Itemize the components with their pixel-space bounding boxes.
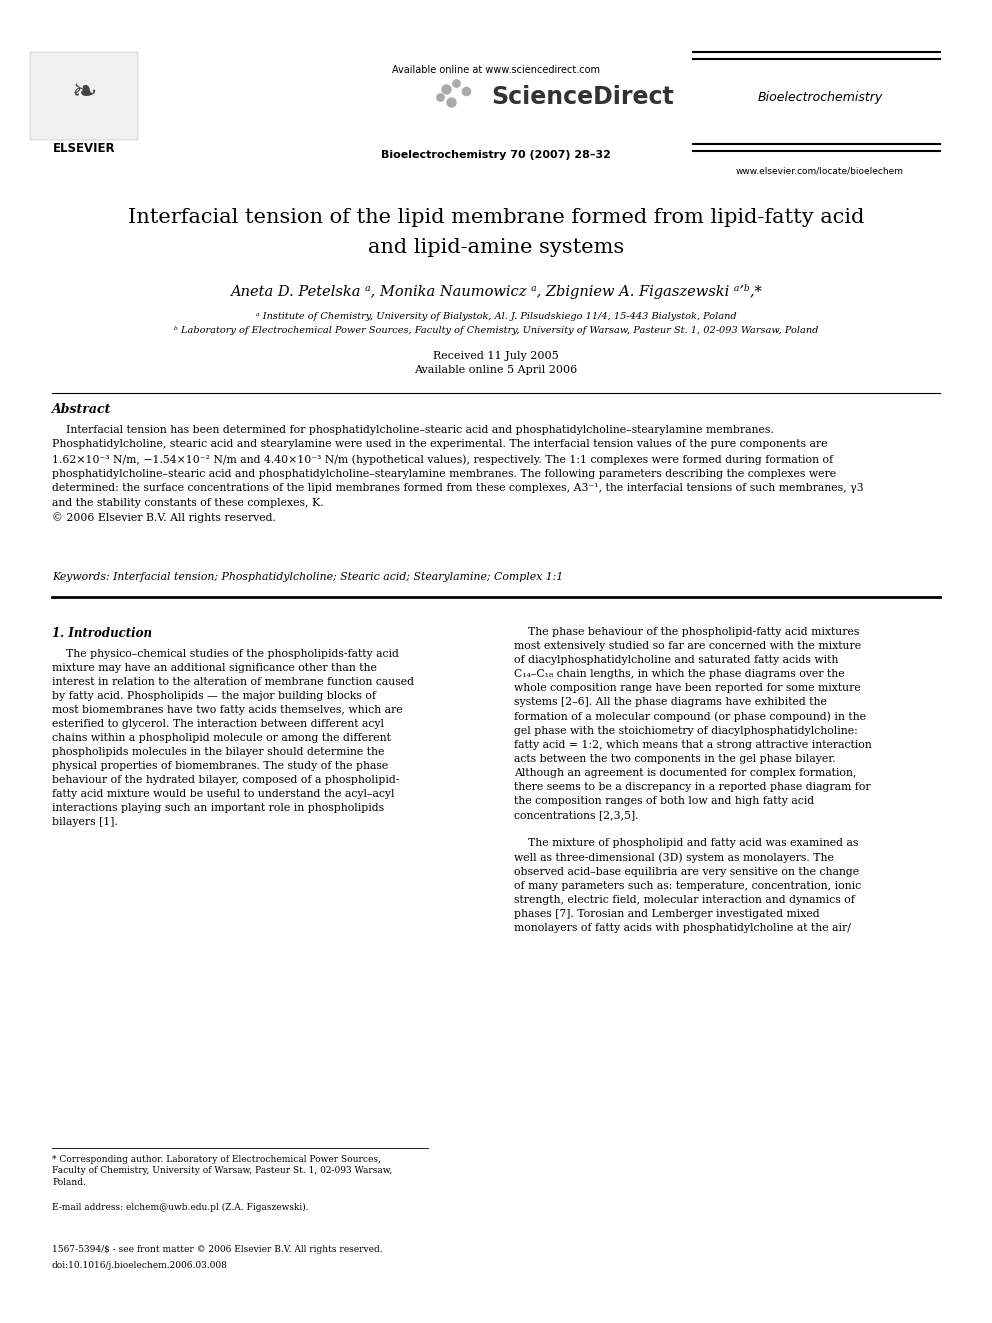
Point [448, 73, 464, 94]
Text: Available online at www.sciencedirect.com: Available online at www.sciencedirect.co… [392, 65, 600, 75]
Point [443, 91, 459, 112]
Text: ELSEVIER: ELSEVIER [53, 142, 115, 155]
Point [458, 81, 474, 102]
Text: Bioelectrochemistry: Bioelectrochemistry [757, 90, 883, 103]
Text: Aneta D. Petelska ᵃ, Monika Naumowicz ᵃ, Zbigniew A. Figaszewski ᵃ’ᵇ,*: Aneta D. Petelska ᵃ, Monika Naumowicz ᵃ,… [230, 284, 762, 299]
Text: ScienceDirect: ScienceDirect [491, 85, 674, 108]
Text: Keywords: Interfacial tension; Phosphatidylcholine; Stearic acid; Stearylamine; : Keywords: Interfacial tension; Phosphati… [52, 572, 563, 582]
Text: ᵇ Laboratory of Electrochemical Power Sources, Faculty of Chemistry, University : ᵇ Laboratory of Electrochemical Power So… [174, 325, 818, 335]
Point [433, 86, 448, 107]
Text: The phase behaviour of the phospholipid-fatty acid mixtures
most extensively stu: The phase behaviour of the phospholipid-… [514, 627, 872, 933]
Text: E-mail address: elchem@uwb.edu.pl (Z.A. Figaszewski).: E-mail address: elchem@uwb.edu.pl (Z.A. … [52, 1203, 309, 1212]
Text: The physico–chemical studies of the phospholipids-fatty acid
mixture may have an: The physico–chemical studies of the phos… [52, 650, 414, 827]
Text: Bioelectrochemistry 70 (2007) 28–32: Bioelectrochemistry 70 (2007) 28–32 [381, 149, 611, 160]
Text: and lipid-amine systems: and lipid-amine systems [368, 238, 624, 257]
Text: ❧: ❧ [71, 78, 97, 107]
Text: 1567-5394/$ - see front matter © 2006 Elsevier B.V. All rights reserved.: 1567-5394/$ - see front matter © 2006 El… [52, 1245, 383, 1254]
Text: www.elsevier.com/locate/bioelechem: www.elsevier.com/locate/bioelechem [736, 165, 904, 175]
Text: ᵃ Institute of Chemistry, University of Bialystok, Al. J. Pilsudskiego 11/4, 15-: ᵃ Institute of Chemistry, University of … [256, 312, 736, 321]
Text: Abstract: Abstract [52, 404, 111, 415]
Point [438, 78, 454, 99]
Text: doi:10.1016/j.bioelechem.2006.03.008: doi:10.1016/j.bioelechem.2006.03.008 [52, 1261, 228, 1270]
Text: Received 11 July 2005: Received 11 July 2005 [434, 351, 558, 361]
Text: Available online 5 April 2006: Available online 5 April 2006 [415, 365, 577, 374]
Bar [30, 52, 138, 140]
Text: Interfacial tension has been determined for phosphatidylcholine–stearic acid and: Interfacial tension has been determined … [52, 425, 864, 524]
Text: * Corresponding author. Laboratory of Electrochemical Power Sources,
Faculty of : * Corresponding author. Laboratory of El… [52, 1155, 392, 1187]
Text: 1. Introduction: 1. Introduction [52, 627, 152, 640]
Text: Interfacial tension of the lipid membrane formed from lipid-fatty acid: Interfacial tension of the lipid membran… [128, 208, 864, 228]
